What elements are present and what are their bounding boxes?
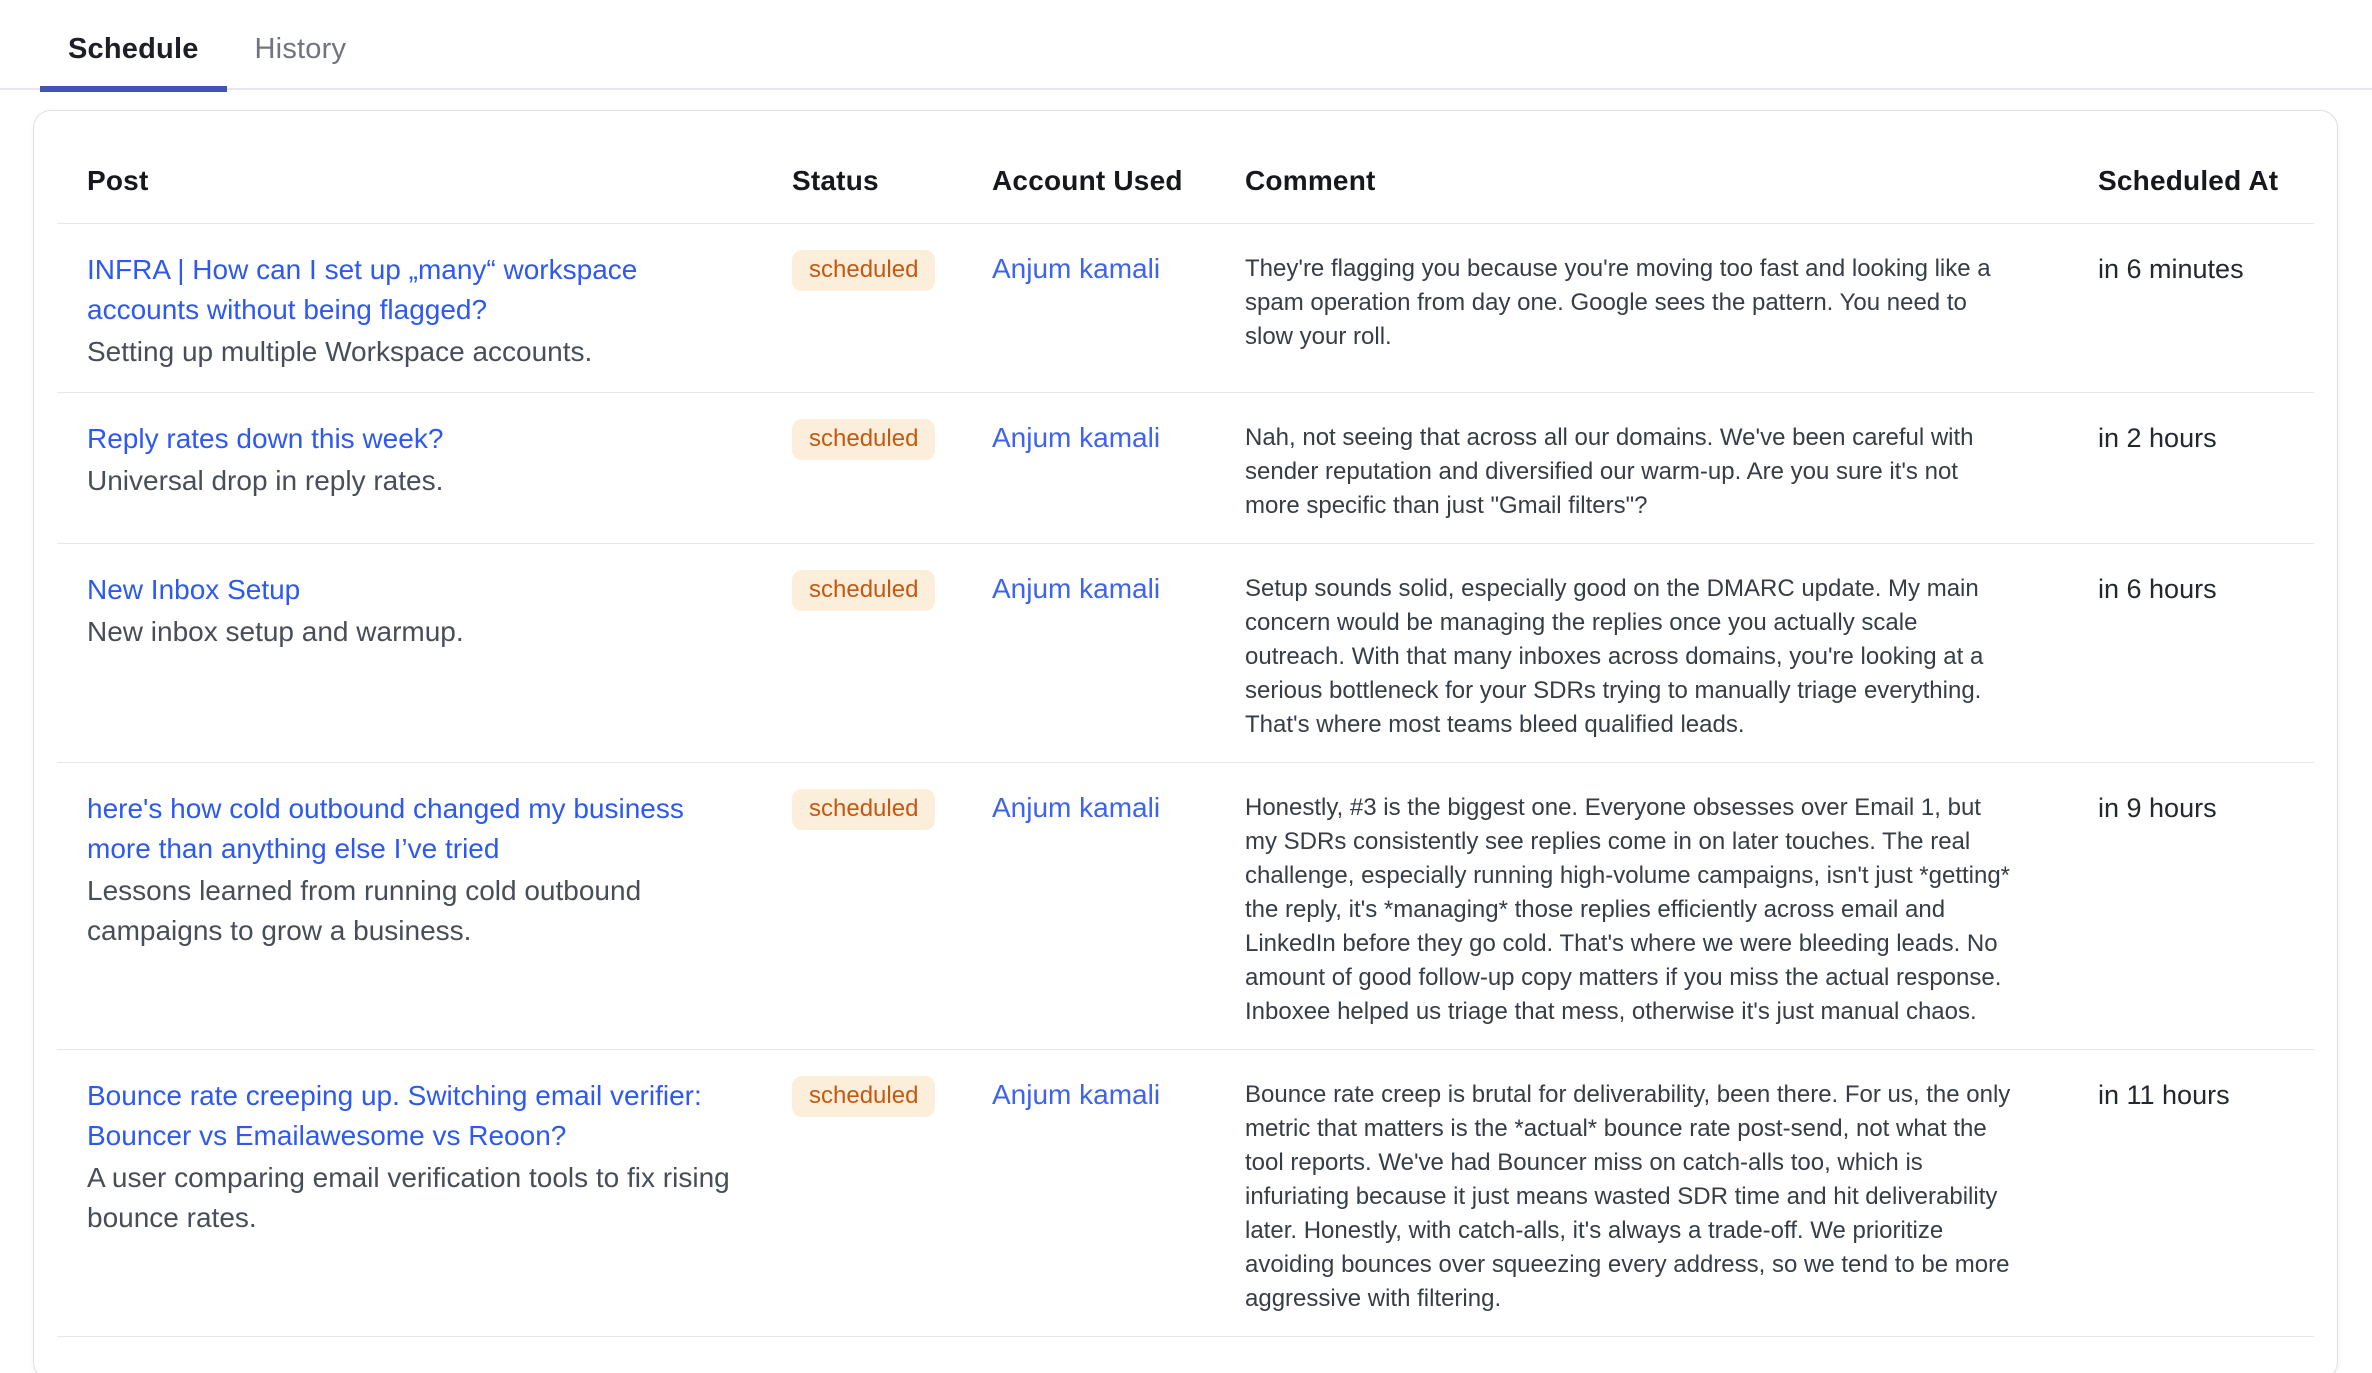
post-title-link[interactable]: Reply rates down this week? [87, 423, 444, 454]
post-cell: INFRA | How can I set up „many“ workspac… [87, 250, 792, 372]
post-cell: Bounce rate creeping up. Switching email… [87, 1076, 792, 1238]
post-description: Setting up multiple Workspace accounts. [87, 336, 593, 367]
column-header-post: Post [87, 165, 149, 196]
status-badge: scheduled [792, 250, 936, 292]
post-cell: Reply rates down this week? Universal dr… [87, 419, 792, 501]
column-header-account-used: Account Used [992, 165, 1183, 196]
status-badge: scheduled [792, 570, 936, 612]
scheduled-at: in 6 hours [2098, 574, 2217, 604]
scheduled-at: in 11 hours [2098, 1080, 2230, 1110]
table-row: here's how cold outbound changed my busi… [57, 763, 2314, 1050]
post-title-link[interactable]: here's how cold outbound changed my busi… [87, 793, 684, 864]
account-link[interactable]: Anjum kamali [992, 1079, 1161, 1110]
comment-text: Nah, not seeing that across all our doma… [1245, 424, 1974, 519]
table-row: Reply rates down this week? Universal dr… [57, 393, 2314, 544]
post-title-link[interactable]: Bounce rate creeping up. Switching email… [87, 1080, 702, 1151]
post-description: New inbox setup and warmup. [87, 616, 464, 647]
comment-text: Honestly, #3 is the biggest one. Everyon… [1245, 794, 2011, 1025]
comment-text: Setup sounds solid, especially good on t… [1245, 575, 1984, 738]
account-link[interactable]: Anjum kamali [992, 422, 1161, 453]
post-title-link[interactable]: INFRA | How can I set up „many“ workspac… [87, 254, 638, 325]
table-row: INFRA | How can I set up „many“ workspac… [57, 224, 2314, 393]
status-cell: scheduled [792, 570, 992, 612]
table-row: Bounce rate creeping up. Switching email… [57, 1050, 2314, 1337]
column-header-status: Status [792, 165, 879, 196]
account-link[interactable]: Anjum kamali [992, 253, 1161, 284]
post-description: A user comparing email verification tool… [87, 1162, 730, 1233]
tab-history[interactable]: History [227, 33, 375, 88]
scheduled-at: in 9 hours [2098, 793, 2217, 823]
status-cell: scheduled [792, 250, 992, 292]
status-badge: scheduled [792, 419, 936, 461]
account-cell: Anjum kamali [992, 419, 1245, 457]
status-cell: scheduled [792, 1076, 992, 1118]
tab-history-label: History [254, 33, 347, 65]
status-cell: scheduled [792, 419, 992, 461]
post-title-link[interactable]: New Inbox Setup [87, 574, 301, 605]
tab-schedule-label: Schedule [68, 33, 199, 65]
status-badge: scheduled [792, 1076, 936, 1118]
account-cell: Anjum kamali [992, 250, 1245, 288]
post-cell: here's how cold outbound changed my busi… [87, 789, 792, 951]
scheduled-at: in 6 minutes [2098, 254, 2244, 284]
post-description: Lessons learned from running cold outbou… [87, 875, 642, 946]
account-link[interactable]: Anjum kamali [992, 792, 1161, 823]
schedule-table-card: Post Status Account Used Comment Schedul… [33, 110, 2338, 1373]
table-row: New Inbox Setup New inbox setup and warm… [57, 544, 2314, 763]
account-cell: Anjum kamali [992, 570, 1245, 608]
post-cell: New Inbox Setup New inbox setup and warm… [87, 570, 792, 652]
scheduled-at: in 2 hours [2098, 423, 2217, 453]
column-header-scheduled-at: Scheduled At [2098, 165, 2279, 196]
comment-text: They're flagging you because you're movi… [1245, 255, 1991, 350]
status-badge: scheduled [792, 789, 936, 831]
account-cell: Anjum kamali [992, 1076, 1245, 1114]
account-cell: Anjum kamali [992, 789, 1245, 827]
post-description: Universal drop in reply rates. [87, 465, 444, 496]
table-footer-spacer [57, 1337, 2314, 1373]
column-header-comment: Comment [1245, 165, 1376, 196]
status-cell: scheduled [792, 789, 992, 831]
tab-bar: Schedule History [0, 0, 2372, 92]
comment-text: Bounce rate creep is brutal for delivera… [1245, 1081, 2011, 1312]
account-link[interactable]: Anjum kamali [992, 573, 1161, 604]
tab-schedule[interactable]: Schedule [40, 33, 227, 92]
table-header-row: Post Status Account Used Comment Schedul… [57, 111, 2314, 224]
